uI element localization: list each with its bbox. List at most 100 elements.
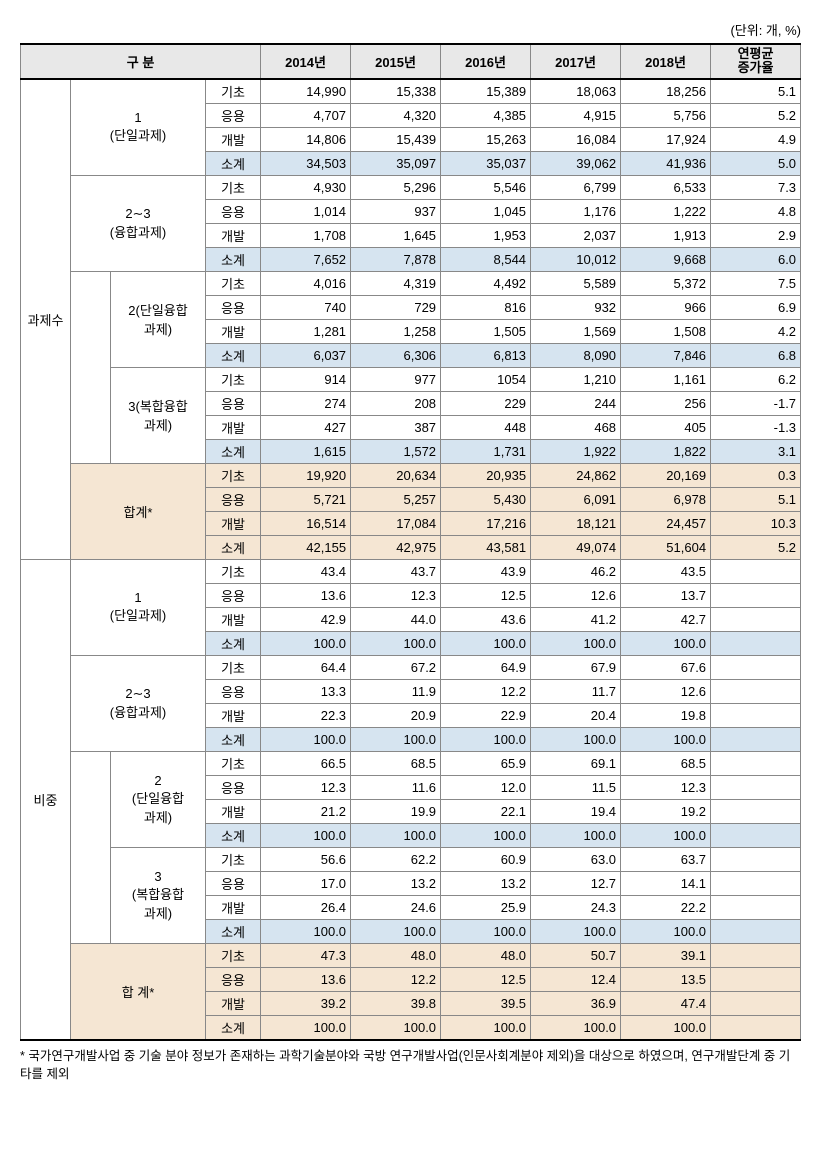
cell: 18,121 xyxy=(531,511,621,535)
cell: 6,037 xyxy=(261,343,351,367)
cell: 100.0 xyxy=(621,919,711,943)
cell: 43.6 xyxy=(441,607,531,631)
cell: 43.4 xyxy=(261,559,351,583)
cell: 4,016 xyxy=(261,271,351,295)
cell: 1,569 xyxy=(531,319,621,343)
cell: 6.0 xyxy=(711,247,801,271)
cell: 100.0 xyxy=(351,631,441,655)
cell: 914 xyxy=(261,367,351,391)
cell xyxy=(711,607,801,631)
cell: 427 xyxy=(261,415,351,439)
cell: 274 xyxy=(261,391,351,415)
nest-spacer xyxy=(71,271,111,463)
cell: 966 xyxy=(621,295,711,319)
cell: 5,546 xyxy=(441,175,531,199)
cell: 12.4 xyxy=(531,967,621,991)
cell: 100.0 xyxy=(531,823,621,847)
cell: 468 xyxy=(531,415,621,439)
cell xyxy=(711,895,801,919)
cell: 13.7 xyxy=(621,583,711,607)
cell: 36.9 xyxy=(531,991,621,1015)
cell: 9,668 xyxy=(621,247,711,271)
cell: 19.8 xyxy=(621,703,711,727)
cell: 13.2 xyxy=(441,871,531,895)
rowtype-label: 개발 xyxy=(206,991,261,1015)
rowtype-label: 소계 xyxy=(206,535,261,559)
cell: 51,604 xyxy=(621,535,711,559)
cell: 11.5 xyxy=(531,775,621,799)
cell: 1,161 xyxy=(621,367,711,391)
cell: 19,920 xyxy=(261,463,351,487)
cell: 6,813 xyxy=(441,343,531,367)
rowtype-label: 소계 xyxy=(206,727,261,751)
cell: 20.9 xyxy=(351,703,441,727)
cell: 11.6 xyxy=(351,775,441,799)
cell: 7.3 xyxy=(711,175,801,199)
cell: 47.4 xyxy=(621,991,711,1015)
cell: 63.7 xyxy=(621,847,711,871)
cell: 1,645 xyxy=(351,223,441,247)
cell: 6,306 xyxy=(351,343,441,367)
cell: 100.0 xyxy=(621,823,711,847)
rowtype-label: 기초 xyxy=(206,367,261,391)
cell: 1,913 xyxy=(621,223,711,247)
rowtype-label: 기초 xyxy=(206,271,261,295)
cell xyxy=(711,655,801,679)
cell: 6,799 xyxy=(531,175,621,199)
cell: 100.0 xyxy=(351,727,441,751)
cell: 44.0 xyxy=(351,607,441,631)
cell xyxy=(711,583,801,607)
cell: 15,338 xyxy=(351,79,441,104)
rowtype-label: 기초 xyxy=(206,559,261,583)
section-label: 비중 xyxy=(21,559,71,1040)
cell: 1,210 xyxy=(531,367,621,391)
cell: 7.5 xyxy=(711,271,801,295)
cell: 2.9 xyxy=(711,223,801,247)
rowtype-label: 소계 xyxy=(206,631,261,655)
cell: 5.1 xyxy=(711,487,801,511)
cell: 48.0 xyxy=(351,943,441,967)
cell: 60.9 xyxy=(441,847,531,871)
cell xyxy=(711,919,801,943)
cell: 100.0 xyxy=(351,919,441,943)
cell: 100.0 xyxy=(261,919,351,943)
cell: 1,708 xyxy=(261,223,351,247)
rowtype-label: 응용 xyxy=(206,583,261,607)
cell xyxy=(711,751,801,775)
cell: 100.0 xyxy=(531,727,621,751)
cell: 20,169 xyxy=(621,463,711,487)
rowtype-label: 응용 xyxy=(206,295,261,319)
cell: 1,922 xyxy=(531,439,621,463)
cell: 7,846 xyxy=(621,343,711,367)
rowtype-label: 기초 xyxy=(206,655,261,679)
cell xyxy=(711,727,801,751)
cell: 244 xyxy=(531,391,621,415)
cell: 5.1 xyxy=(711,79,801,104)
rowtype-label: 개발 xyxy=(206,511,261,535)
cell xyxy=(711,679,801,703)
cell: 12.3 xyxy=(621,775,711,799)
header-2018: 2018년 xyxy=(621,44,711,79)
cell: 100.0 xyxy=(261,1015,351,1040)
cell: 19.4 xyxy=(531,799,621,823)
cell xyxy=(711,823,801,847)
rowtype-label: 응용 xyxy=(206,103,261,127)
cell xyxy=(711,871,801,895)
cell: 43.7 xyxy=(351,559,441,583)
cell: 1,572 xyxy=(351,439,441,463)
cell: 1,045 xyxy=(441,199,531,223)
cell: 5,296 xyxy=(351,175,441,199)
cell: 8,544 xyxy=(441,247,531,271)
cell: 1,222 xyxy=(621,199,711,223)
cell: 12.6 xyxy=(531,583,621,607)
cell: 12.7 xyxy=(531,871,621,895)
cell: 15,439 xyxy=(351,127,441,151)
cell: 68.5 xyxy=(351,751,441,775)
cell: 1,014 xyxy=(261,199,351,223)
group-total-label: 합계* xyxy=(71,463,206,559)
header-2017: 2017년 xyxy=(531,44,621,79)
cell: 39.8 xyxy=(351,991,441,1015)
cell: 4.9 xyxy=(711,127,801,151)
cell: 43,581 xyxy=(441,535,531,559)
cell: 4,707 xyxy=(261,103,351,127)
